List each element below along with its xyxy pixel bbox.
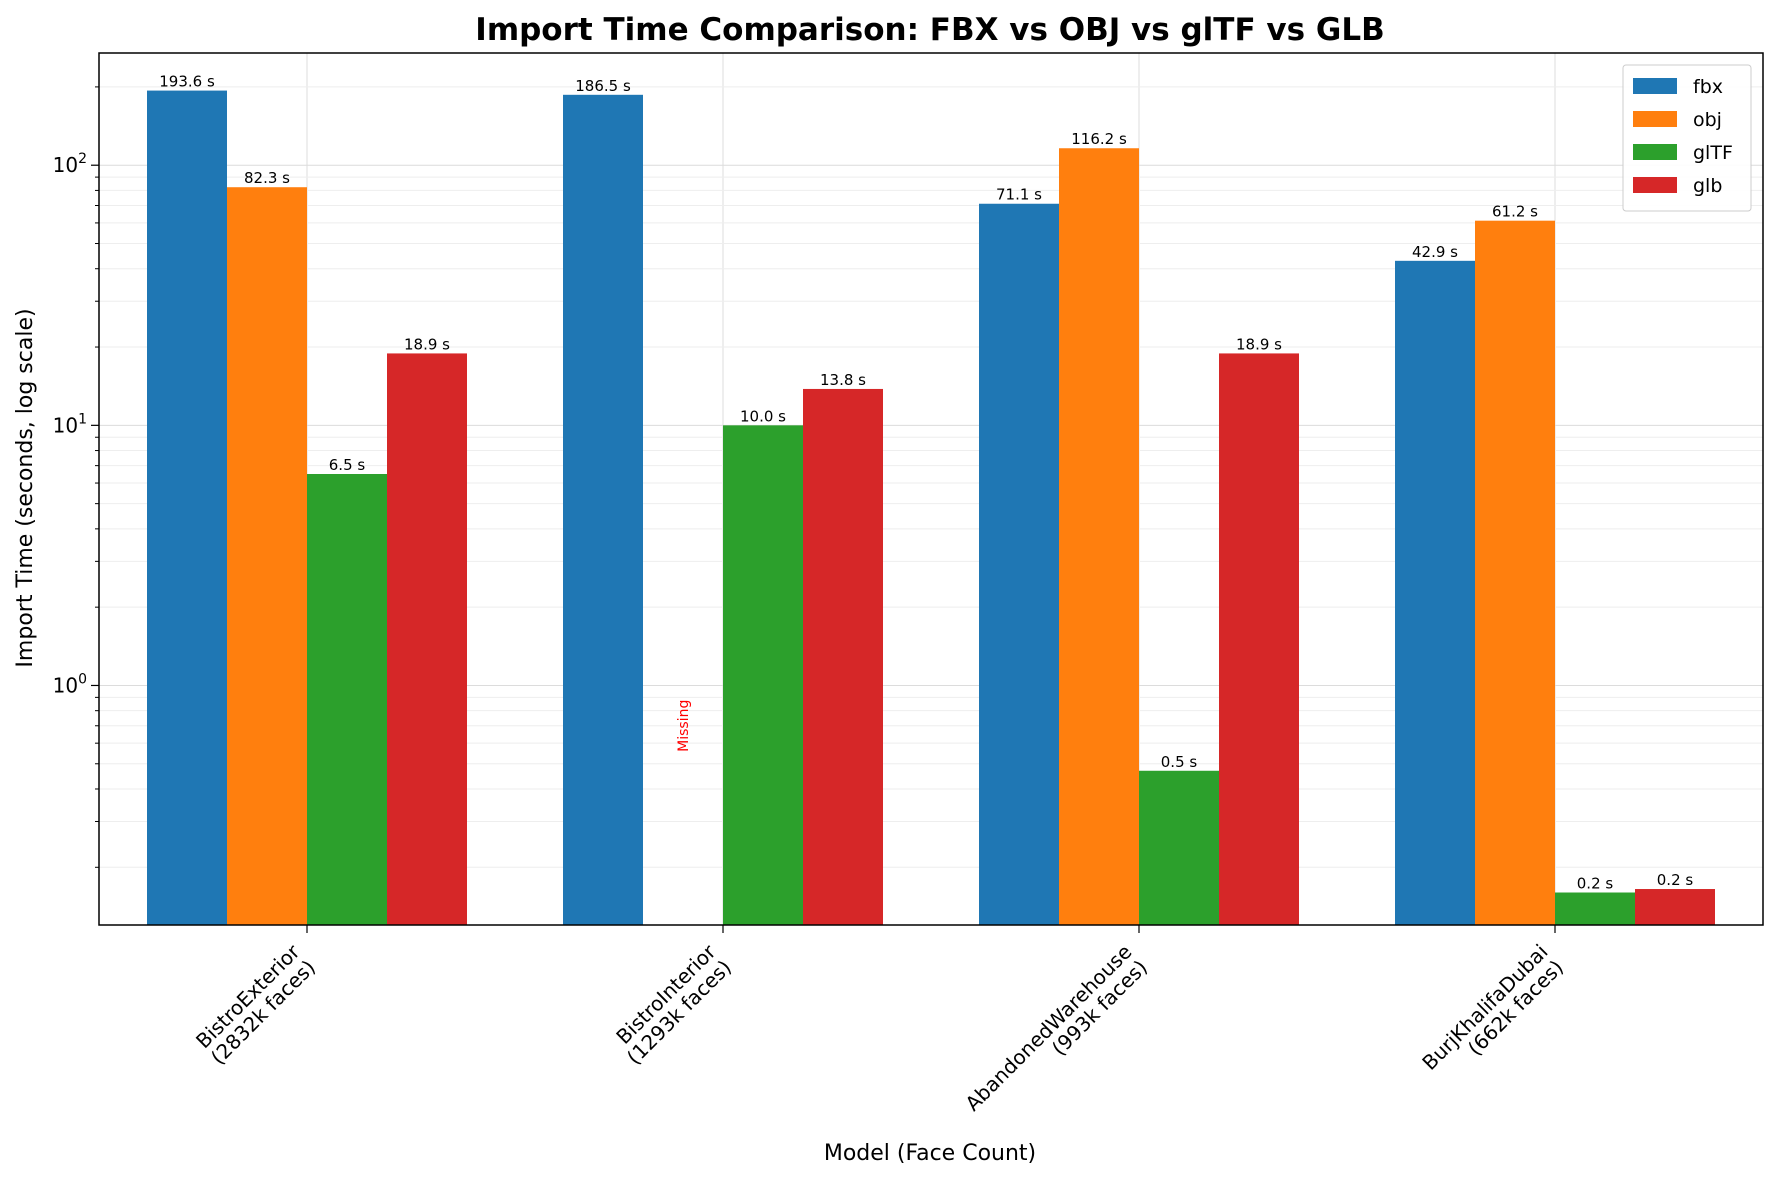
bar-value-label: 71.1 s xyxy=(996,186,1042,204)
bar-fbx xyxy=(979,203,1059,925)
missing-annotation: Missing xyxy=(676,700,692,752)
legend: fbx obj glTF glb xyxy=(1622,64,1752,212)
legend-swatch-fbx xyxy=(1633,78,1677,94)
y-tick-label: 102 xyxy=(53,151,87,177)
bar-glb xyxy=(387,353,467,925)
bar-value-label: 0.5 s xyxy=(1161,753,1198,771)
y-tick-label: 101 xyxy=(53,411,87,437)
bar-glTF xyxy=(1555,892,1635,925)
bar-glTF xyxy=(723,425,803,925)
bar-value-label: 18.9 s xyxy=(1236,335,1282,353)
x-tick-label: BistroInterior(1293k faces) xyxy=(606,939,736,1069)
chart-title: Import Time Comparison: FBX vs OBJ vs gl… xyxy=(475,12,1384,48)
bar-value-label: 0.2 s xyxy=(1577,874,1614,892)
x-tick-label: BurjKhalifaDubai(662k faces) xyxy=(1417,940,1568,1091)
y-tick-label: 100 xyxy=(53,671,87,697)
bar-glb xyxy=(803,388,883,926)
bar-value-label: 13.8 s xyxy=(820,371,866,389)
bar-fbx xyxy=(563,94,643,925)
bar-glb xyxy=(1219,353,1299,925)
bar-fbx xyxy=(1395,260,1475,926)
x-tick-label: BistroExterior(2832k faces) xyxy=(190,939,320,1069)
bar-glb xyxy=(1635,889,1715,925)
legend-swatch-obj xyxy=(1633,111,1677,127)
bar-value-label: 10.0 s xyxy=(740,407,786,425)
bar-fbx xyxy=(147,90,227,926)
bar-value-label: 193.6 s xyxy=(159,73,215,91)
legend-label-glTF: glTF xyxy=(1693,142,1733,164)
legend-label-glb: glb xyxy=(1693,175,1722,197)
legend-swatch-glb xyxy=(1633,177,1677,193)
legend-swatch-glTF xyxy=(1633,144,1677,160)
bar-obj xyxy=(1059,148,1139,925)
bars xyxy=(147,90,1715,926)
bar-value-label: 186.5 s xyxy=(575,77,631,95)
plot-frame xyxy=(98,52,1764,926)
x-axis-label: Model (Face Count) xyxy=(824,1141,1036,1166)
bar-glTF xyxy=(307,474,387,925)
legend-box xyxy=(1622,64,1752,212)
bar-value-label: 61.2 s xyxy=(1492,203,1538,221)
bar-value-labels: 193.6 s 186.5 s 71.1 s 42.9 s 82.3 s 116.2 s 6… xyxy=(159,73,1693,893)
legend-label-fbx: fbx xyxy=(1693,76,1723,98)
bar-value-label: 6.5 s xyxy=(329,456,366,474)
bar-value-label: 116.2 s xyxy=(1071,130,1127,148)
legend-label-obj: obj xyxy=(1693,109,1722,131)
bar-glTF xyxy=(1139,770,1219,925)
y-axis-label: Import Time (seconds, log scale) xyxy=(13,308,38,667)
bar-obj xyxy=(1475,220,1555,926)
bar-value-label: 18.9 s xyxy=(404,335,450,353)
bar-value-label: 82.3 s xyxy=(244,169,290,187)
bar-value-label: 0.2 s xyxy=(1657,871,1694,889)
x-tick-label: AbandonedWarehouse(993k faces) xyxy=(960,940,1152,1132)
bar-obj xyxy=(227,187,307,926)
bar-value-label: 42.9 s xyxy=(1412,243,1458,261)
